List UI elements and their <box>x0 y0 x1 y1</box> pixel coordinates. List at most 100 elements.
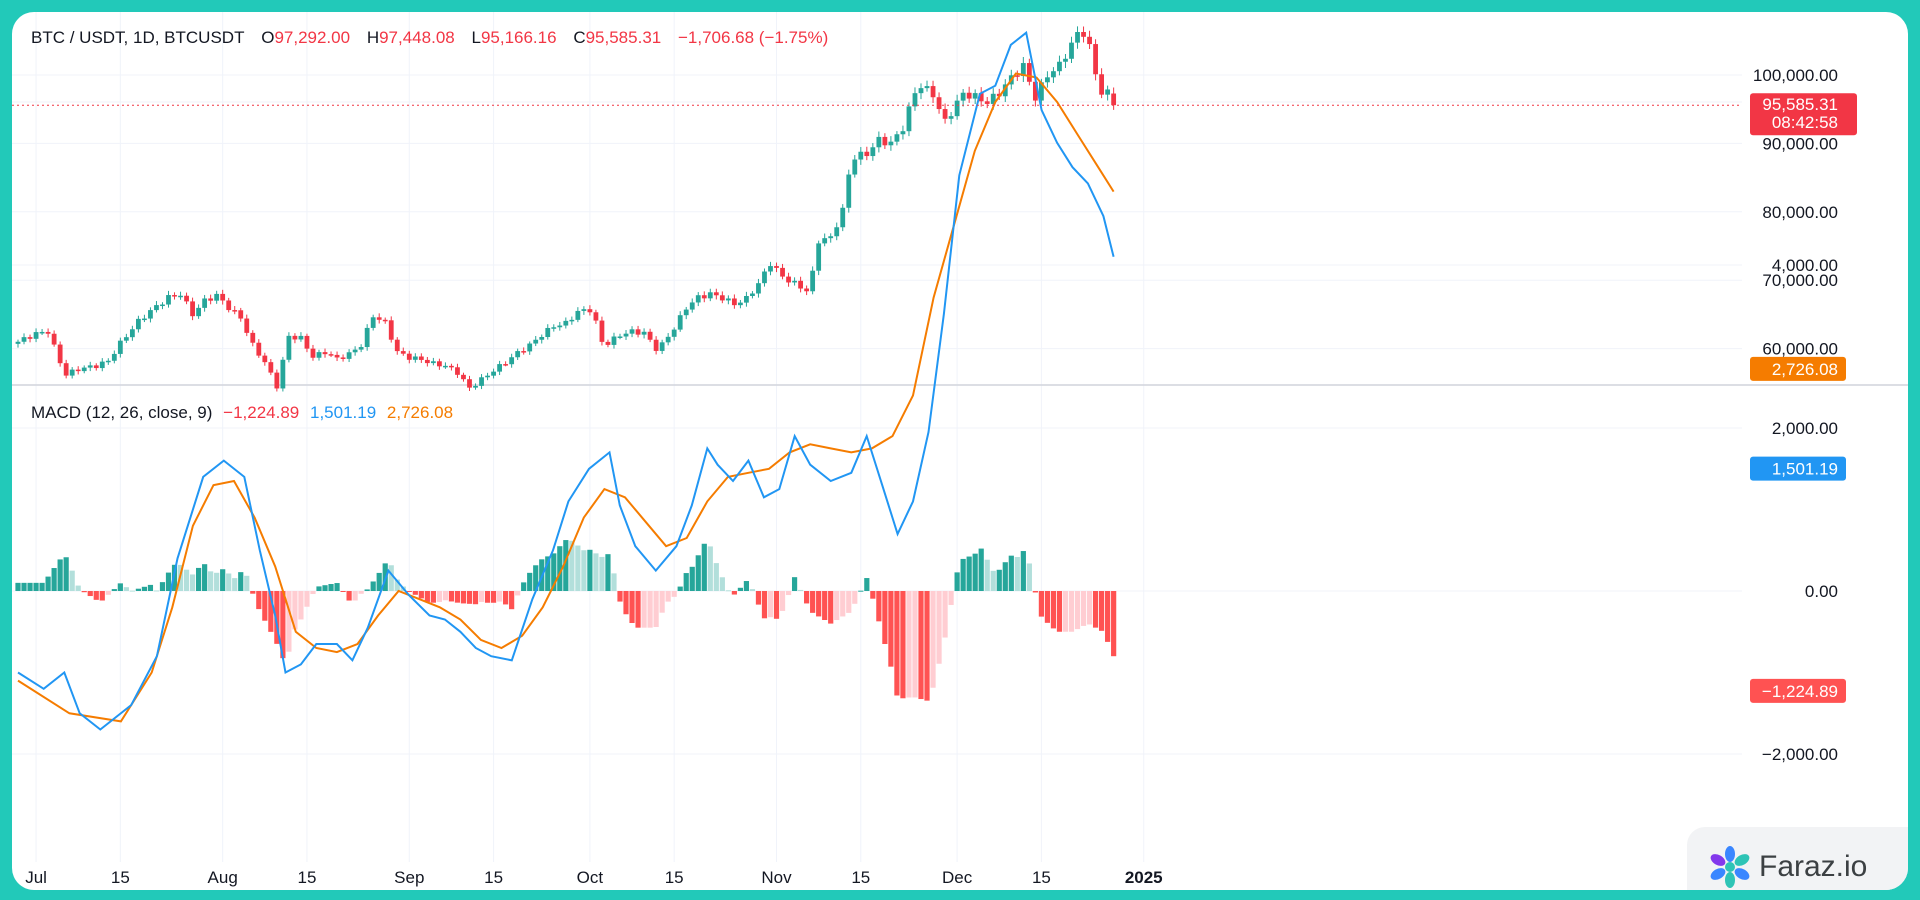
candle[interactable] <box>816 240 822 276</box>
candle[interactable] <box>984 97 990 109</box>
candle[interactable] <box>45 328 51 338</box>
candle[interactable] <box>274 369 280 392</box>
candle[interactable] <box>713 288 719 300</box>
candle[interactable] <box>172 292 177 300</box>
candle[interactable] <box>804 285 810 296</box>
candle[interactable] <box>936 92 942 114</box>
candle[interactable] <box>123 333 129 344</box>
candle[interactable] <box>166 290 171 308</box>
candle[interactable] <box>978 87 984 107</box>
candle[interactable] <box>623 330 629 340</box>
candle[interactable] <box>190 297 195 321</box>
candle[interactable] <box>1099 68 1104 99</box>
candle[interactable] <box>370 314 376 331</box>
candle[interactable] <box>1093 39 1098 81</box>
candle[interactable] <box>762 268 767 287</box>
candle[interactable] <box>491 368 496 379</box>
candle[interactable] <box>33 328 39 343</box>
candle[interactable] <box>798 276 803 293</box>
candle[interactable] <box>244 314 250 337</box>
candle[interactable] <box>129 325 135 341</box>
candle[interactable] <box>39 328 45 336</box>
candle[interactable] <box>376 313 382 324</box>
candle[interactable] <box>719 291 725 304</box>
candle[interactable] <box>280 356 286 392</box>
candle[interactable] <box>744 291 749 307</box>
candle[interactable] <box>1051 67 1056 84</box>
candle[interactable] <box>906 102 912 137</box>
candle[interactable] <box>196 304 201 319</box>
candle[interactable] <box>810 266 816 295</box>
candle[interactable] <box>792 277 797 286</box>
candle[interactable] <box>539 334 545 344</box>
candle[interactable] <box>942 103 948 124</box>
candle[interactable] <box>400 347 406 356</box>
candle[interactable] <box>527 341 533 355</box>
candle[interactable] <box>69 367 75 379</box>
candle[interactable] <box>599 316 605 346</box>
candle[interactable] <box>852 155 858 178</box>
candle[interactable] <box>328 351 334 358</box>
candle[interactable] <box>298 332 304 342</box>
candle[interactable] <box>930 80 936 104</box>
candle[interactable] <box>238 307 244 322</box>
candle[interactable] <box>593 309 599 324</box>
candle[interactable] <box>725 295 731 305</box>
candle[interactable] <box>394 337 400 355</box>
candle[interactable] <box>111 350 117 364</box>
candle[interactable] <box>51 330 57 347</box>
candle[interactable] <box>148 307 153 323</box>
candle[interactable] <box>1081 26 1086 43</box>
candle[interactable] <box>876 131 882 153</box>
candle[interactable] <box>418 353 424 363</box>
candle[interactable] <box>358 344 364 353</box>
candle[interactable] <box>292 333 298 344</box>
candle[interactable] <box>87 361 93 372</box>
candle[interactable] <box>352 346 358 356</box>
chart-canvas[interactable]: 100,000.00 90,000.00 80,000.00 70,000.00 60,… <box>12 12 1908 890</box>
candle[interactable] <box>388 316 394 343</box>
candle[interactable] <box>894 131 900 146</box>
candle[interactable] <box>858 147 864 165</box>
candle[interactable] <box>184 292 189 305</box>
candle[interactable] <box>364 324 370 351</box>
macd-indicator-title[interactable]: MACD (12, 26, close, 9) <box>31 403 213 422</box>
candle[interactable] <box>774 262 779 273</box>
candle[interactable] <box>575 307 581 323</box>
candle[interactable] <box>105 358 111 365</box>
candle[interactable] <box>972 89 978 104</box>
candle[interactable] <box>707 288 713 302</box>
candle[interactable] <box>99 358 105 372</box>
candle[interactable] <box>900 125 906 140</box>
candle[interactable] <box>340 354 346 362</box>
candle[interactable] <box>780 263 785 280</box>
candle[interactable] <box>21 333 27 345</box>
candle[interactable] <box>822 233 828 247</box>
candle[interactable] <box>569 316 575 325</box>
candle[interactable] <box>437 358 442 370</box>
candle[interactable] <box>346 349 352 363</box>
candle[interactable] <box>659 339 665 355</box>
candle[interactable] <box>15 339 21 348</box>
candle[interactable] <box>382 317 388 324</box>
candle[interactable] <box>647 328 653 343</box>
candle[interactable] <box>695 292 701 307</box>
candle[interactable] <box>334 351 340 362</box>
candle[interactable] <box>81 365 87 374</box>
candle[interactable] <box>1026 58 1032 86</box>
candle[interactable] <box>232 306 238 315</box>
candle[interactable] <box>671 327 677 341</box>
candle[interactable] <box>262 352 268 366</box>
candle[interactable] <box>635 325 641 338</box>
candle[interactable] <box>485 372 490 381</box>
candle[interactable] <box>846 169 852 213</box>
chart-panel[interactable]: 100,000.00 90,000.00 80,000.00 70,000.00 60,… <box>12 12 1908 890</box>
candle[interactable] <box>551 324 557 332</box>
candle[interactable] <box>1057 55 1062 76</box>
candle[interactable] <box>178 291 183 300</box>
candle[interactable] <box>960 89 966 107</box>
candle[interactable] <box>689 298 695 313</box>
candle[interactable] <box>461 372 466 382</box>
candle[interactable] <box>828 233 834 243</box>
candle[interactable] <box>545 324 551 340</box>
